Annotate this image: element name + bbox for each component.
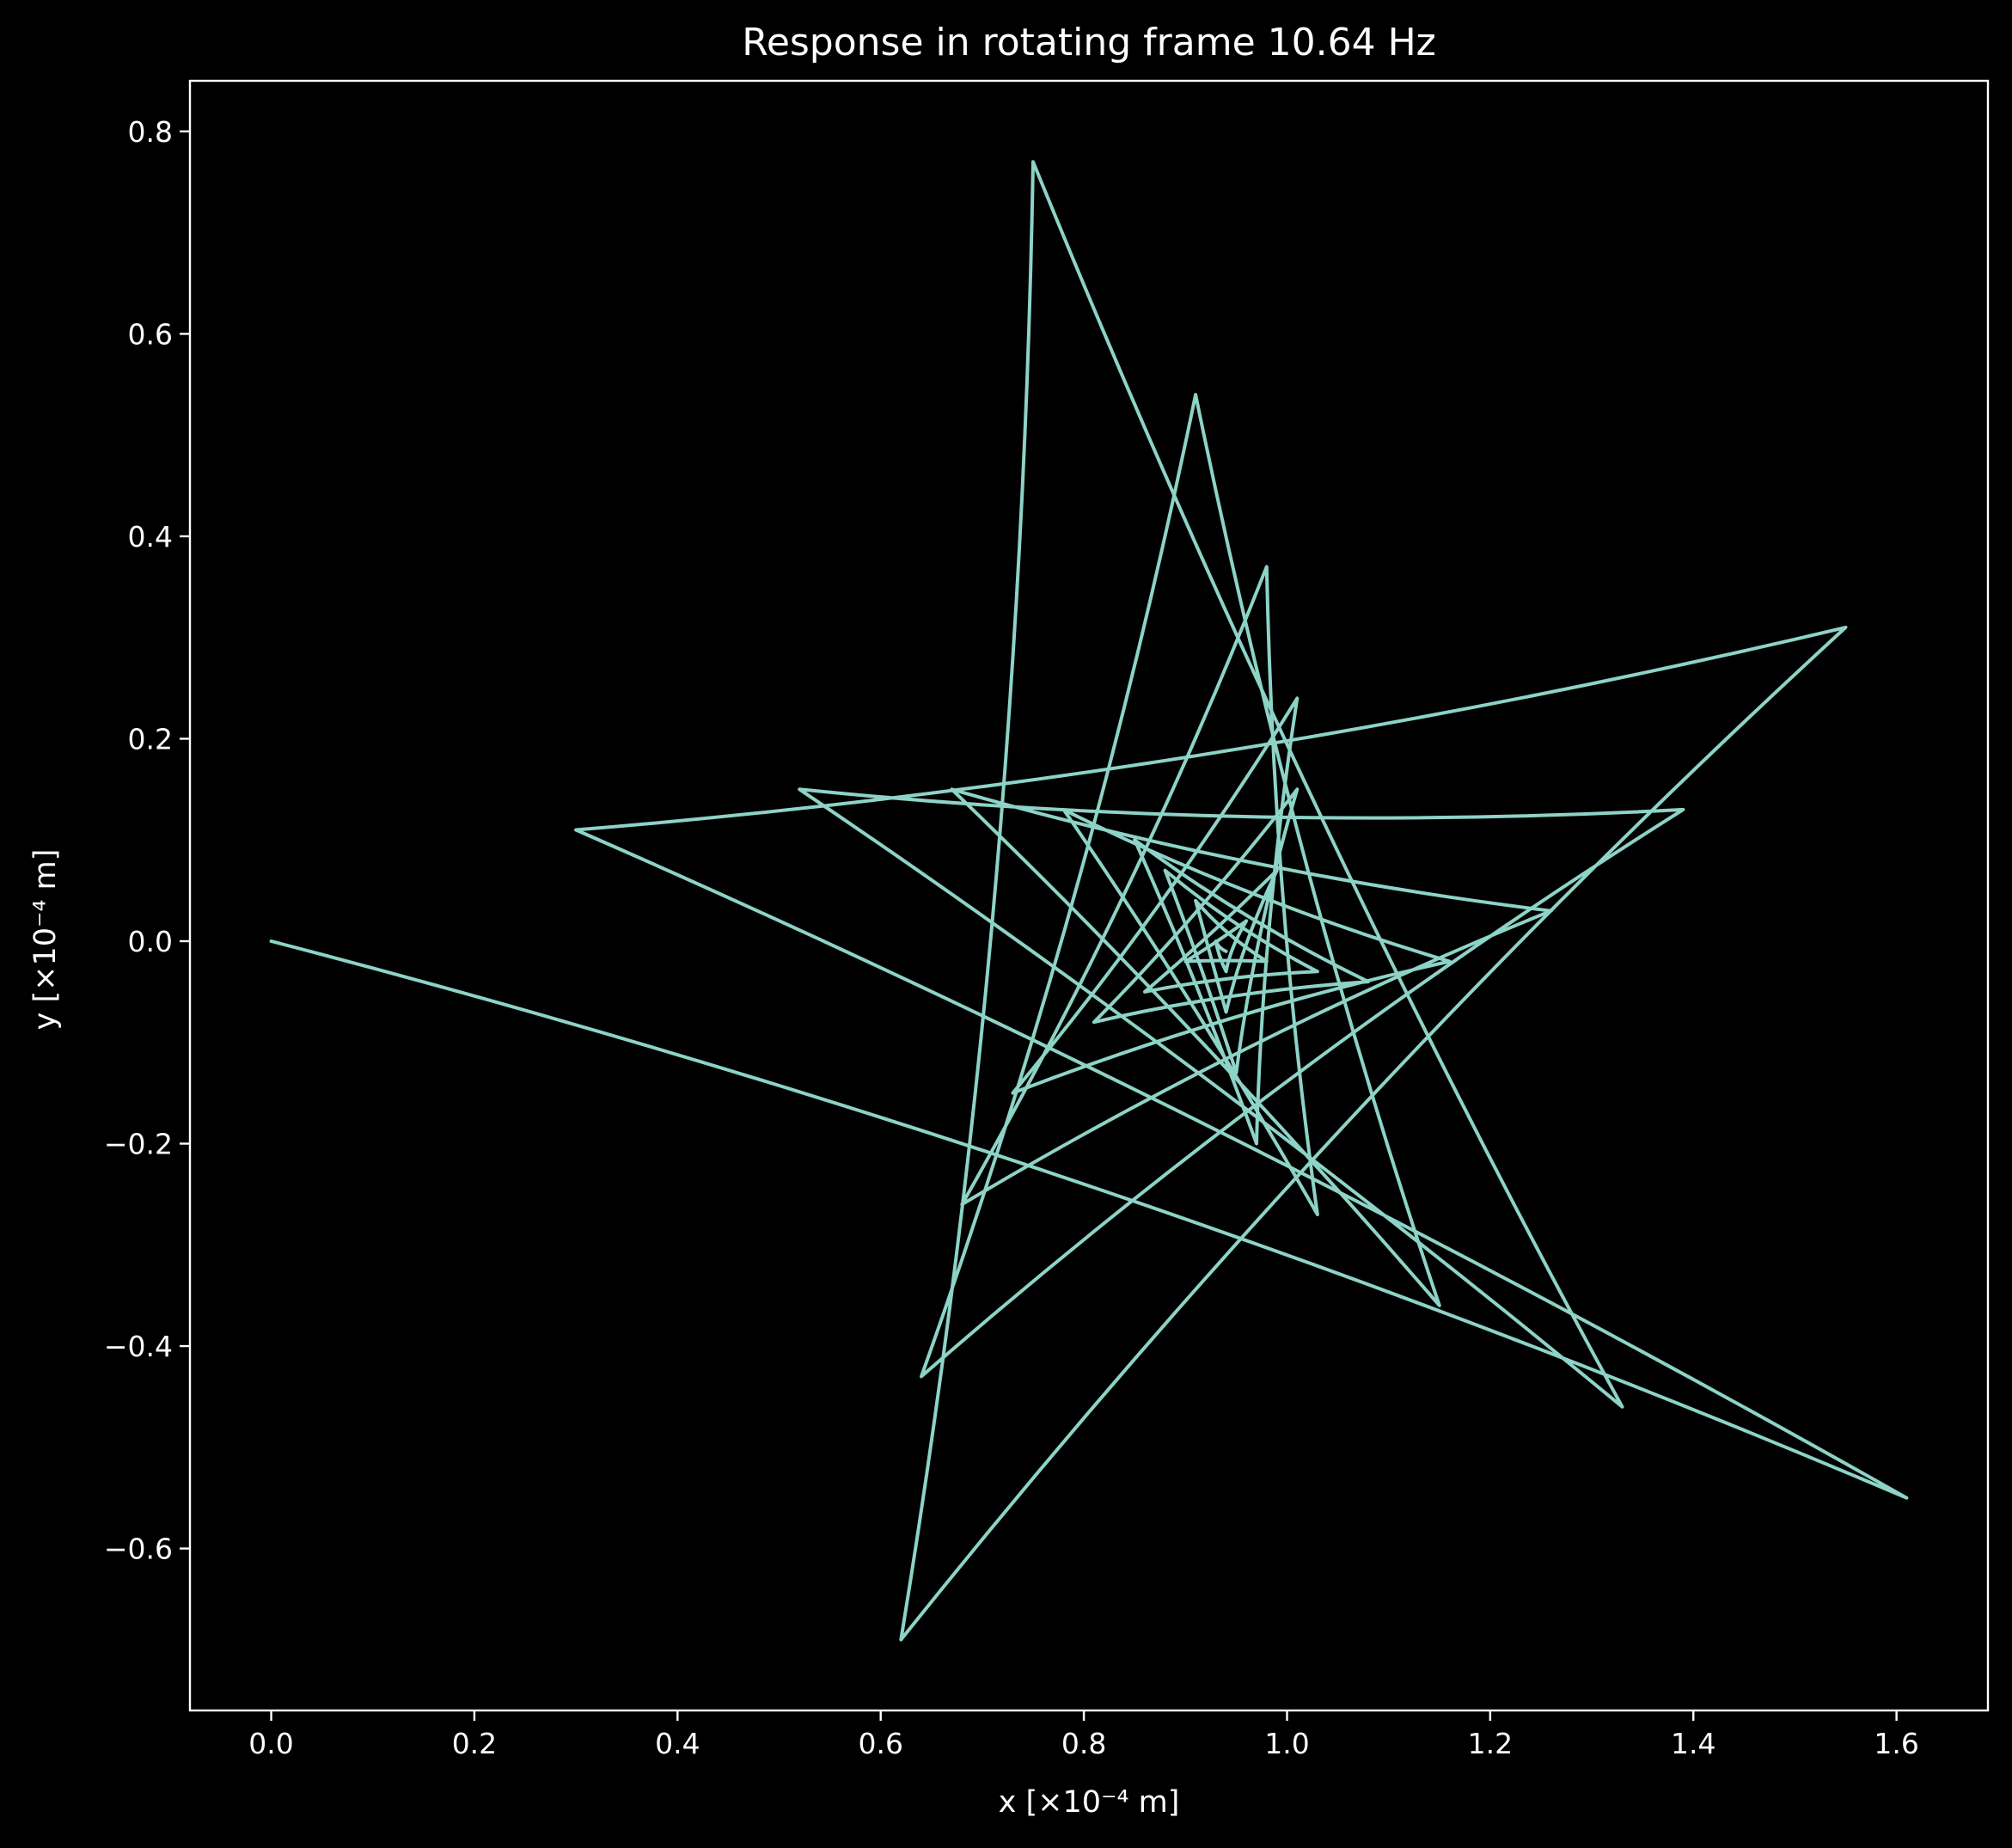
y-tick-label: 0.4: [128, 520, 173, 554]
x-tick-label: 1.6: [1874, 1727, 1918, 1760]
x-tick-label: 1.2: [1468, 1727, 1513, 1760]
x-tick-label: 0.4: [655, 1727, 700, 1760]
x-tick-label: 0.6: [858, 1727, 902, 1760]
y-axis-ticks: 0.8 0.6 0.4 0.2 0.0 −0.2 −0.4 −0.6: [104, 115, 190, 1566]
axes-frame: [188, 79, 1990, 1712]
x-tick-label: 1.0: [1264, 1727, 1309, 1760]
y-tick-label: −0.2: [104, 1128, 173, 1161]
y-axis-label: y [×10⁻⁴ m]: [28, 849, 63, 1031]
x-axis-ticks: 0.0 0.2 0.4 0.6 0.8 1.0 1.2 1.4 1.6: [248, 1710, 1919, 1760]
y-tick-label: −0.4: [104, 1330, 173, 1363]
x-tick-label: 0.0: [248, 1727, 293, 1760]
y-tick-label: 0.6: [128, 317, 173, 351]
y-tick-label: 0.8: [128, 115, 173, 149]
chart-title: Response in rotating frame 10.64 Hz: [742, 21, 1436, 64]
x-tick-label: 0.8: [1061, 1727, 1106, 1760]
x-axis-label: x [×10⁻⁴ m]: [999, 1785, 1180, 1820]
series-line-response: [269, 160, 1909, 1642]
y-tick-label: 0.0: [128, 925, 173, 958]
y-tick-label: −0.6: [104, 1533, 173, 1566]
x-tick-label: 0.2: [452, 1727, 497, 1760]
x-tick-label: 1.4: [1671, 1727, 1715, 1760]
y-tick-label: 0.2: [128, 722, 173, 756]
series-layer: [269, 160, 1909, 1642]
